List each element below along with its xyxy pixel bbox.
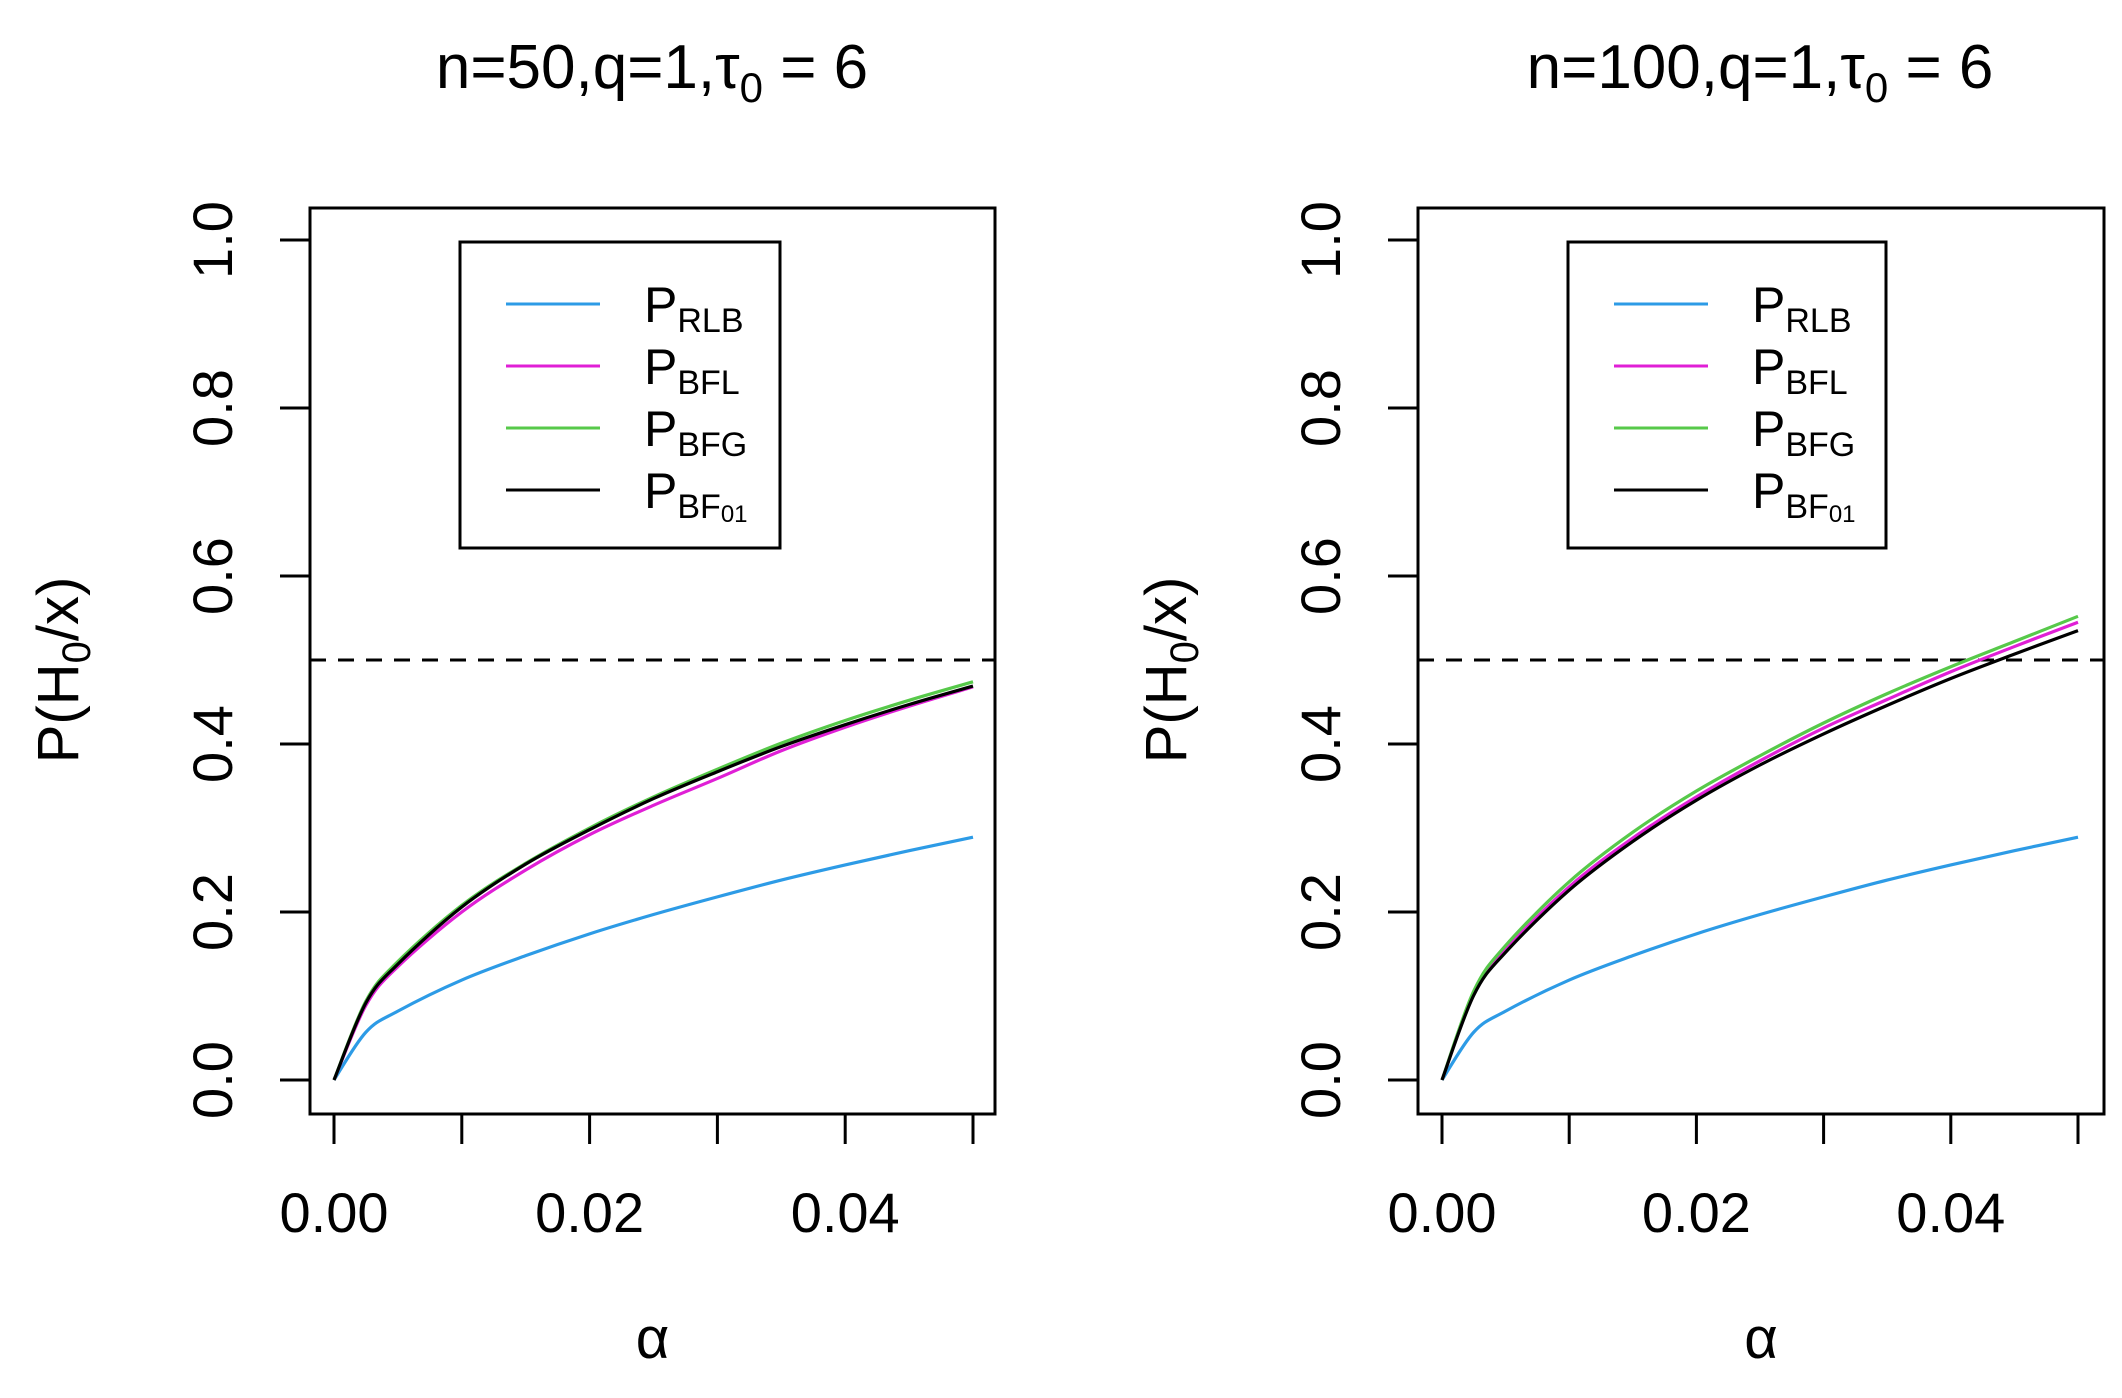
- legend-label-sub: RLB: [1785, 302, 1851, 340]
- legend-label-bf01: PBF01: [644, 463, 748, 528]
- legend-label-main: P: [644, 401, 677, 457]
- legend-label-main: P: [644, 463, 677, 519]
- legend-label-main: P: [1752, 401, 1785, 457]
- y-axis-label-tail: /x): [26, 577, 91, 641]
- legend-label-sub: BFG: [1785, 426, 1855, 464]
- y-tick-label: 0.0: [181, 1041, 244, 1119]
- x-tick-label: 0.00: [280, 1181, 389, 1244]
- legend-label-rlb: PRLB: [644, 277, 744, 340]
- legend-label-rlb: PRLB: [1752, 277, 1852, 340]
- chart-title: n=100,q=1,τ0 = 6: [1527, 33, 1994, 111]
- legend-label-bfl: PBFL: [1752, 339, 1848, 402]
- y-axis-label-tail: /x): [1134, 577, 1199, 641]
- series-line-bfl: [1440, 620, 2079, 1081]
- y-axis-label: P(H0/x): [1134, 577, 1207, 764]
- legend-label-main: P: [1752, 463, 1785, 519]
- y-axis-label-main: P(H: [26, 663, 91, 763]
- chart-title-main: n=100,q=1,τ: [1527, 33, 1865, 102]
- y-tick-label: 0.0: [1289, 1041, 1352, 1119]
- y-tick-label: 1.0: [1289, 201, 1352, 279]
- chart-title-tail: = 6: [1888, 33, 1993, 102]
- x-axis-label: α: [636, 1306, 670, 1371]
- series-line-rlb: [1440, 835, 2079, 1081]
- chart-panel-1: n=50,q=1,τ0 = 60.00 0.02 0.040.00.20.40.60…: [26, 33, 997, 1371]
- series-line-bfg: [1440, 614, 2079, 1081]
- legend-label-sub: BF: [1785, 488, 1828, 526]
- legend-label-bfl: PBFL: [644, 339, 740, 402]
- legend-box: [458, 240, 782, 550]
- legend-label-main: P: [1752, 277, 1785, 333]
- legend-label-bfg: PBFG: [644, 401, 747, 464]
- x-tick-label: 0.02: [1642, 1181, 1751, 1244]
- x-tick-label: 0.04: [791, 1181, 900, 1244]
- chart-title-sub: 0: [1865, 64, 1888, 111]
- legend-label-bf01: PBF01: [1752, 463, 1856, 528]
- series-line-bf01: [1440, 629, 2079, 1081]
- x-tick-label: 0.00: [1388, 1181, 1497, 1244]
- legend-label-main: P: [1752, 339, 1785, 395]
- y-tick-label: 0.4: [1289, 705, 1352, 783]
- y-axis-label: P(H0/x): [26, 577, 99, 764]
- legend-label-sub: BF: [677, 488, 720, 526]
- series-line-bf01: [332, 684, 974, 1081]
- y-tick-label: 0.6: [1289, 537, 1352, 615]
- legend-label-sub: BFL: [677, 364, 739, 402]
- chart-title: n=50,q=1,τ0 = 6: [436, 33, 868, 111]
- legend-label-subsub: 01: [1829, 501, 1856, 528]
- legend-label-subsub: 01: [721, 501, 748, 528]
- legend-label-sub: BFL: [1785, 364, 1847, 402]
- legend-label-bfg: PBFG: [1752, 401, 1855, 464]
- chart-title-sub: 0: [740, 64, 763, 111]
- y-axis-label-sub: 0: [55, 641, 99, 663]
- x-axis-label: α: [1744, 1306, 1778, 1371]
- chart-title-main: n=50,q=1,τ: [436, 33, 740, 102]
- y-tick-label: 0.2: [181, 873, 244, 951]
- y-tick-label: 0.8: [181, 369, 244, 447]
- series-line-bfg: [332, 680, 974, 1081]
- y-tick-label: 0.4: [181, 705, 244, 783]
- legend-label-main: P: [644, 339, 677, 395]
- y-axis-label-main: P(H: [1134, 663, 1199, 763]
- x-tick-label: 0.04: [1896, 1181, 2005, 1244]
- legend-box: [1566, 240, 1888, 550]
- chart-panel-2: n=100,q=1,τ0 = 60.00 0.02 0.040.00.20.40.6…: [1134, 33, 2106, 1371]
- y-axis-label-sub: 0: [1163, 641, 1207, 663]
- series-line-bfl: [332, 685, 974, 1081]
- legend-label-sub: RLB: [677, 302, 743, 340]
- series-line-rlb: [332, 835, 974, 1081]
- legend-label-sub: BFG: [677, 426, 747, 464]
- y-tick-label: 1.0: [181, 201, 244, 279]
- x-tick-label: 0.02: [535, 1181, 644, 1244]
- y-tick-label: 0.2: [1289, 873, 1352, 951]
- legend-label-main: P: [644, 277, 677, 333]
- y-tick-label: 0.8: [1289, 369, 1352, 447]
- y-tick-label: 0.6: [181, 537, 244, 615]
- chart-title-tail: = 6: [763, 33, 868, 102]
